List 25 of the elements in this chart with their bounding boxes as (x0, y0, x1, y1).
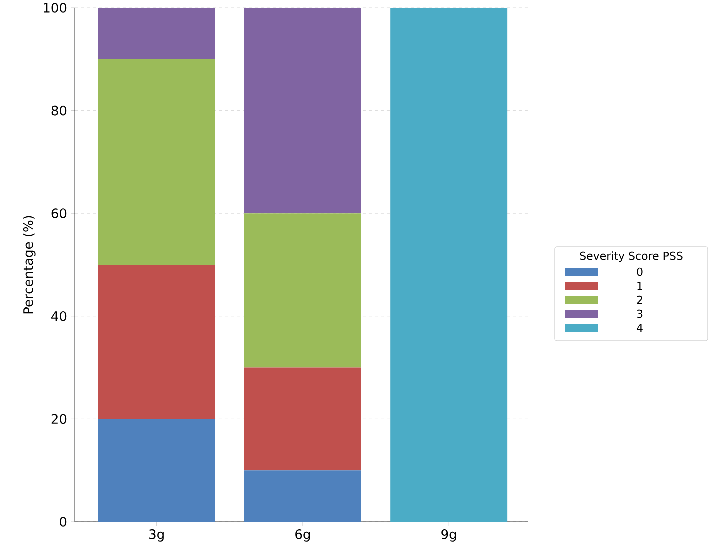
y-tick-label: 20 (52, 414, 67, 424)
text: 3 (637, 310, 643, 318)
text: 1 (638, 282, 642, 290)
y-tick-label: 100 (44, 3, 67, 13)
text: 2 (637, 296, 642, 304)
bar (98, 419, 216, 522)
bar (98, 264, 216, 420)
x-tick-label: 9g (442, 530, 456, 542)
x-tick-label: 3g (150, 530, 164, 542)
bar (390, 8, 508, 522)
bar (98, 8, 216, 60)
y-tick-label: 40 (52, 311, 67, 322)
x-tick-label: 6g (296, 530, 310, 542)
text: 4 (637, 324, 643, 332)
bar (98, 59, 216, 265)
bar (244, 214, 362, 368)
y-tick-label: 60 (52, 208, 67, 219)
legend-title: Severity Score PSS (580, 252, 683, 262)
bar (244, 470, 362, 522)
y-tick-label: 0 (60, 517, 67, 527)
text: 0 (637, 268, 643, 276)
bar (244, 368, 362, 471)
bar (244, 8, 362, 214)
y-axis-title: Percentage (%) (23, 216, 36, 314)
y-tick-label: 80 (52, 106, 67, 116)
